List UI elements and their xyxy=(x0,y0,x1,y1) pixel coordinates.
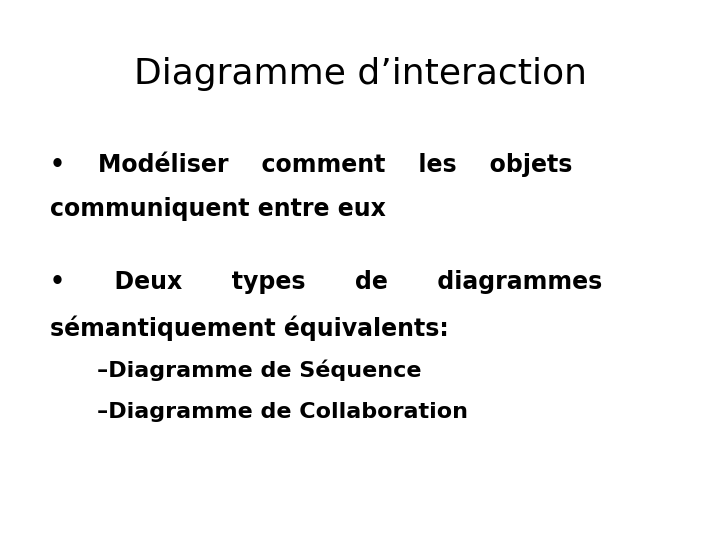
Text: –Diagramme de Collaboration: –Diagramme de Collaboration xyxy=(97,402,468,422)
Text: communiquent entre eux: communiquent entre eux xyxy=(50,197,386,221)
Text: Diagramme d’interaction: Diagramme d’interaction xyxy=(133,57,587,91)
Text: sémantiquement équivalents:: sémantiquement équivalents: xyxy=(50,316,449,341)
Text: –Diagramme de Séquence: –Diagramme de Séquence xyxy=(97,359,422,381)
Text: •      Deux      types      de      diagrammes: • Deux types de diagrammes xyxy=(50,270,603,294)
Text: •    Modéliser    comment    les    objets: • Modéliser comment les objets xyxy=(50,151,573,177)
